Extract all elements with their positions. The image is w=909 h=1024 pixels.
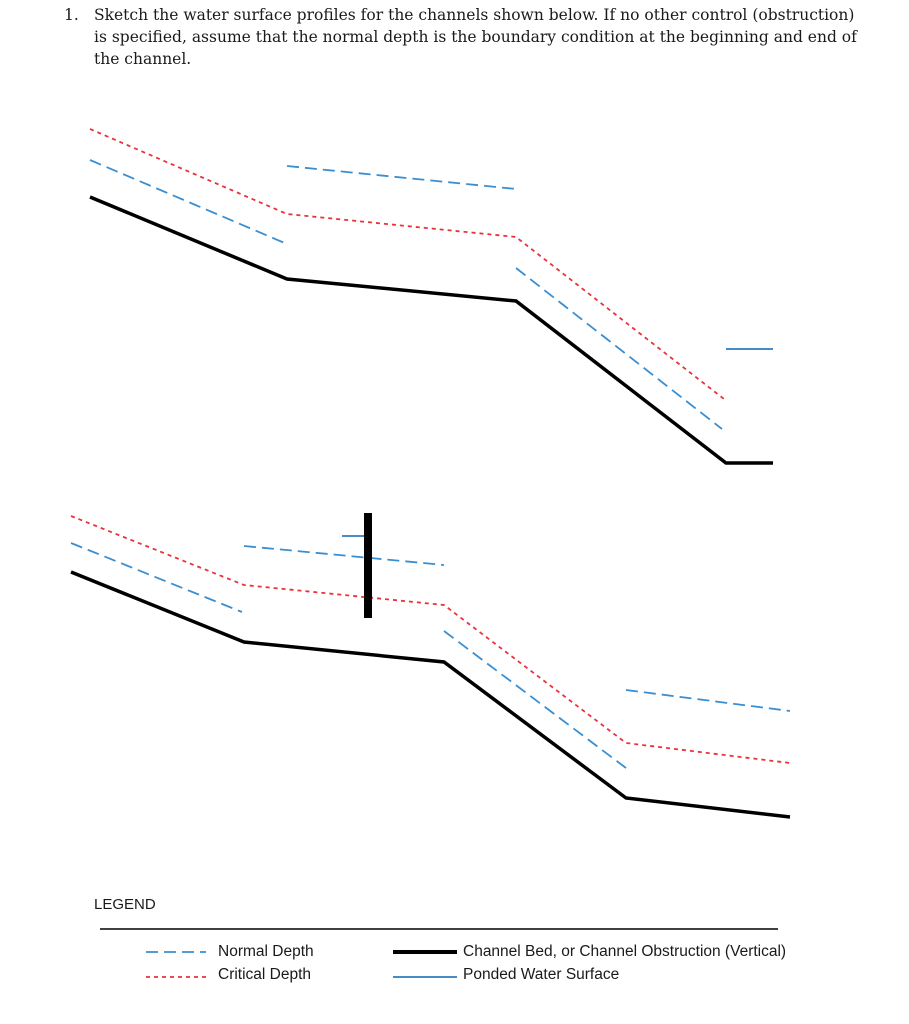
channel-2-normal-depth-1 (70, 542, 243, 613)
legend-title: LEGEND (94, 896, 156, 913)
legend-label-critical-depth: Critical Depth (218, 966, 312, 983)
legend-label-channel-bed: Channel Bed, or Channel Obstruction (Ver… (463, 943, 787, 960)
channel-2 (70, 513, 791, 819)
channel-1-normal-depth-3 (515, 267, 723, 430)
channel-2-critical-depth (70, 515, 791, 764)
channel-1 (89, 128, 773, 465)
channel-1-normal-depth-1 (89, 159, 288, 245)
channel-2-bed (70, 570, 791, 819)
channel-1-bed (89, 195, 773, 465)
question-number: 1. (64, 6, 79, 24)
channel-2-normal-depth-2 (243, 545, 445, 566)
question-text: Sketch the water surface profiles for th… (94, 6, 857, 68)
channel-1-normal-depth-2 (286, 165, 517, 190)
channel-1-critical-depth (89, 128, 725, 400)
legend-label-normal-depth: Normal Depth (218, 943, 314, 960)
channel-2-normal-depth-4 (625, 689, 791, 712)
question: 1. Sketch the water surface profiles for… (64, 4, 864, 70)
channel-2-normal-depth-3 (443, 630, 627, 769)
legend-label-ponded-water: Ponded Water Surface (463, 966, 620, 983)
legend-graphics (100, 928, 778, 978)
